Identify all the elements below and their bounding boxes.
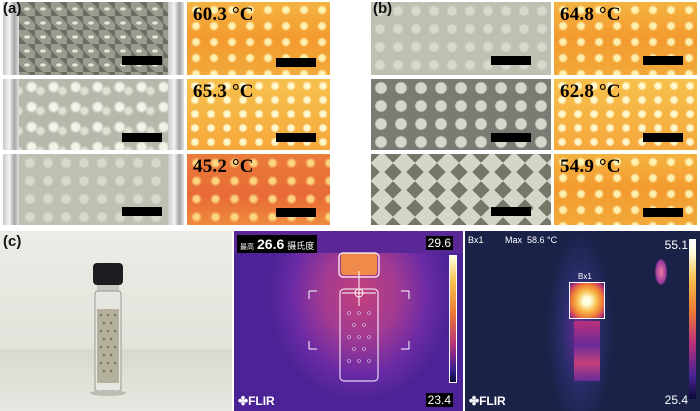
max-prefix: 最高	[240, 243, 254, 251]
vial-cap	[93, 263, 123, 285]
max-unit: 摄氏度	[287, 242, 315, 252]
scale-bar	[122, 56, 162, 65]
crosshair-ring	[354, 288, 364, 298]
color-scale-bar	[689, 239, 696, 399]
photo-a3	[3, 154, 184, 225]
vial-neck	[97, 285, 119, 291]
scale-bar	[122, 133, 162, 142]
scale-bar	[643, 208, 683, 217]
hot-spot-sample	[570, 283, 604, 319]
photo-a2	[3, 79, 184, 150]
foil-edge-right	[168, 79, 184, 150]
temperature-label-a1: 60.3 °C	[193, 4, 254, 25]
max-value: 26.6	[257, 236, 285, 252]
measurement-box-bx1	[569, 282, 605, 319]
scale-min-label: 25.4	[664, 393, 688, 407]
temperature-label-b1: 64.8 °C	[560, 4, 621, 25]
panel-label-a: (a)	[3, 0, 22, 17]
temperature-label-b2: 62.8 °C	[560, 81, 621, 102]
foil-edge-right	[168, 2, 184, 75]
scale-min-label: 23.4	[425, 393, 453, 407]
scale-bar	[491, 56, 531, 65]
flir-logo: ✤FLIR	[469, 394, 506, 408]
max-value: 58.6 °C	[527, 235, 558, 245]
hot-spot-right	[655, 259, 667, 285]
thermal-b2: 62.8 °C	[554, 79, 697, 150]
thermal-a1: 60.3 °C	[187, 2, 330, 75]
scale-bar	[643, 56, 683, 65]
photo-b3	[371, 154, 551, 225]
temperature-label-a3: 45.2 °C	[193, 156, 254, 177]
box-name-label: Bx1	[578, 272, 592, 281]
foil-edge-right	[168, 154, 184, 225]
flir-brand-text: FLIR	[248, 394, 275, 408]
vial-illustration	[90, 263, 126, 396]
photo-vial	[0, 231, 232, 411]
thermal-camera-2: Bx1 Max 58.6 °C Bx1 55.1 25.4 ✤FLIR	[465, 231, 700, 411]
thermal-b1: 64.8 °C	[554, 2, 697, 75]
foil-edge-left	[3, 2, 19, 75]
foil-edge-left	[3, 79, 19, 150]
photo-a1	[3, 2, 184, 75]
thermal-b3: 54.9 °C	[554, 154, 697, 225]
scale-bar	[491, 133, 531, 142]
max-readout: Max 58.6 °C	[505, 235, 557, 245]
vial-shadow	[90, 390, 126, 396]
max-temperature-readout: 最高 26.6 摄氏度	[237, 235, 318, 253]
scale-max-label: 55.1	[664, 238, 688, 252]
panel-label-c: (c)	[3, 233, 22, 250]
panel-label-b: (b)	[373, 0, 393, 17]
scale-bar	[491, 207, 531, 216]
thermal-a3: 45.2 °C	[187, 154, 330, 225]
flir-logo-icon: ✤	[469, 394, 480, 408]
vial-outline-thermal	[308, 252, 410, 382]
sample-dots	[99, 313, 117, 373]
sample-dots-thermal	[347, 311, 371, 363]
flir-logo-icon: ✤	[238, 394, 249, 408]
box-name-top: Bx1	[468, 235, 484, 245]
max-label: Max	[505, 235, 523, 245]
scale-bar	[643, 133, 683, 142]
scale-max-label: 29.6	[425, 236, 453, 250]
photo-b1	[371, 2, 551, 75]
temperature-label-b3: 54.9 °C	[560, 156, 621, 177]
vial-ir-body	[574, 321, 600, 381]
temperature-label-a2: 65.3 °C	[193, 81, 254, 102]
photo-b2	[371, 79, 551, 150]
thermal-camera-1: 最高 26.6 摄氏度 29.6 23.4 ✤FLIR	[234, 231, 463, 411]
color-scale-bar	[449, 255, 457, 383]
measure-frame-corners	[308, 290, 410, 350]
scale-bar	[276, 208, 316, 217]
flir-logo: ✤FLIR	[238, 394, 275, 408]
scale-bar	[276, 133, 316, 142]
hot-cap-region	[341, 253, 377, 275]
foil-edge-left	[3, 154, 19, 225]
scale-bar	[122, 207, 162, 216]
thermal-a2: 65.3 °C	[187, 79, 330, 150]
flir-brand-text: FLIR	[479, 394, 506, 408]
scale-bar	[276, 58, 316, 67]
